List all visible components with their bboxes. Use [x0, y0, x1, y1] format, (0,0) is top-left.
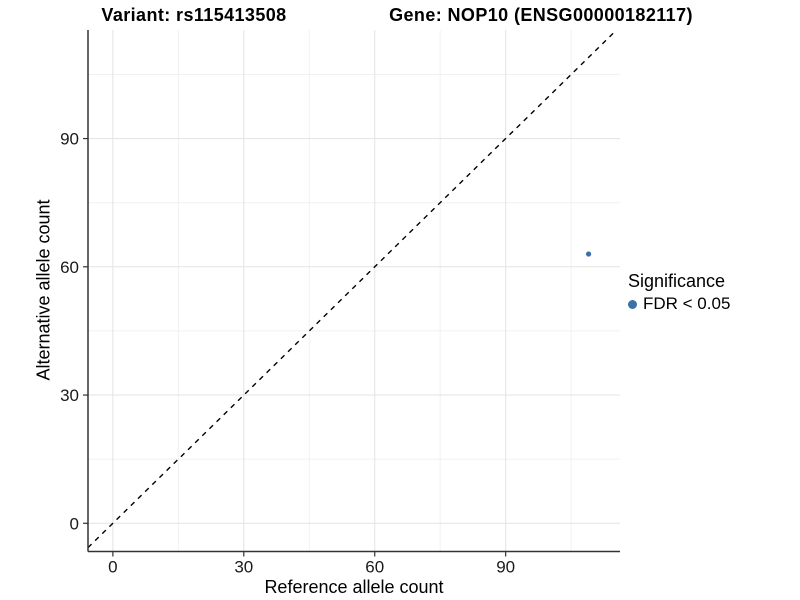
y-tick-label: 90 — [60, 130, 79, 149]
data-point — [585, 251, 592, 257]
y-tick-label: 0 — [70, 514, 79, 533]
plot-title-variant: Variant: rs115413508 — [101, 5, 287, 25]
legend-item-label: FDR < 0.05 — [643, 294, 731, 313]
y-axis-title: Alternative allele count — [33, 199, 54, 381]
x-tick-label: 90 — [496, 558, 515, 577]
legend-title: Significance — [628, 271, 726, 291]
x-tick-label: 30 — [234, 558, 253, 577]
x-tick-label: 60 — [365, 558, 384, 577]
y-tick-label: 30 — [60, 386, 79, 405]
legend: Significance FDR < 0.05 — [628, 271, 730, 314]
legend-item: FDR < 0.05 — [628, 294, 730, 314]
y-tick-label: 60 — [60, 258, 79, 277]
legend-point-icon — [628, 299, 637, 309]
x-tick-label: 0 — [108, 558, 117, 577]
x-axis-title: Reference allele count — [264, 577, 444, 597]
plot-title-gene: Gene: NOP10 (ENSG00000182117) — [389, 5, 693, 25]
identity-line — [87, 29, 617, 549]
